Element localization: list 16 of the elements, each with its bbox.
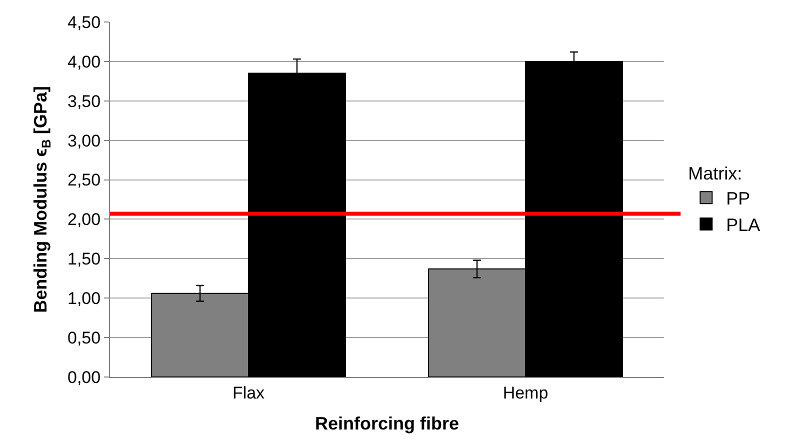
x-tick-label: Hemp (502, 383, 548, 402)
y-tick-label: 2,00 (68, 210, 101, 230)
legend-title: Matrix: (688, 163, 742, 184)
legend-label: PP (726, 188, 750, 209)
y-tick-label: 1,50 (68, 250, 101, 269)
y-tick-label: 3,50 (68, 92, 101, 111)
y-tick-label: 4,00 (68, 52, 101, 72)
y-tick-label: 3,00 (68, 131, 101, 150)
y-tick-label: 0,50 (68, 328, 101, 348)
x-tick-label: Flax (232, 383, 266, 402)
y-tick-label: 2,50 (68, 170, 101, 190)
y-tick-label: 4,50 (68, 12, 101, 32)
y-tick-label: 0,00 (68, 368, 101, 387)
y-tick-label: 1,00 (68, 289, 101, 308)
x-axis-title: Reinforcing fibre (314, 414, 460, 434)
legend-label: PLA (726, 215, 760, 236)
